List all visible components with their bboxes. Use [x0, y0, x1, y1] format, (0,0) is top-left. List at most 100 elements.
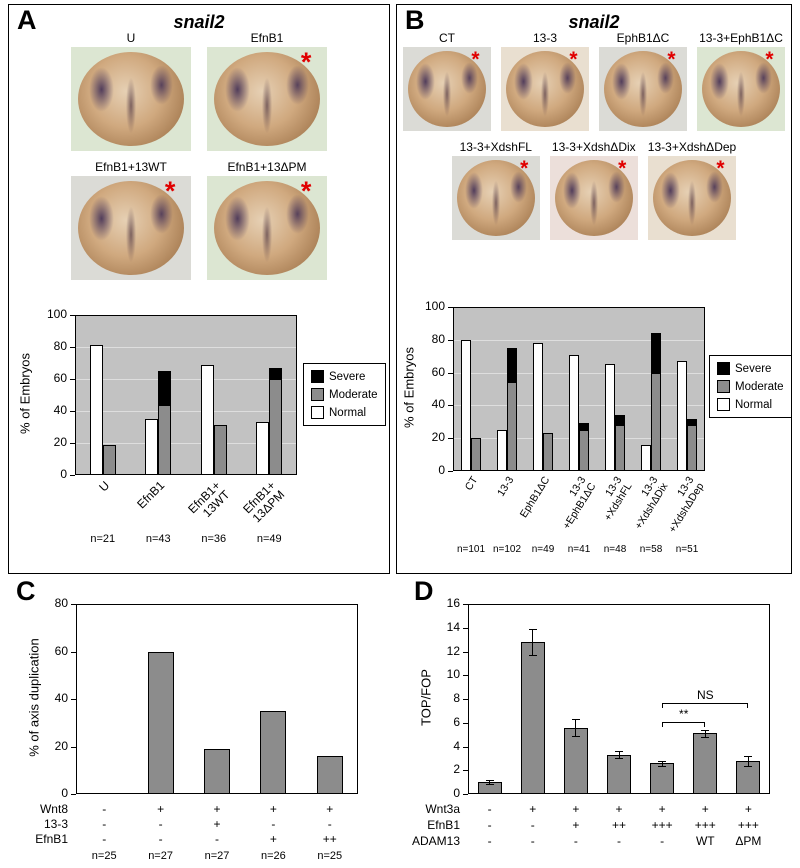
legend-label: Normal — [735, 398, 773, 411]
n-label: n=25 — [317, 850, 343, 862]
y-tick-label: 80 — [431, 331, 445, 346]
stain-left — [611, 63, 631, 100]
embryo — [554, 160, 633, 236]
stain-right — [286, 65, 310, 105]
table-cell: - — [214, 832, 219, 846]
y-tick-mark — [463, 746, 468, 748]
bar-moderate — [651, 372, 661, 471]
embryo-cell: U — [71, 31, 191, 151]
table-row-label: ADAM13 — [411, 834, 460, 848]
bar-moderate — [102, 444, 116, 475]
table-row-label: EfnB1 — [35, 832, 68, 846]
table-cell: ++ — [322, 832, 337, 846]
embryo — [506, 51, 584, 127]
embryo-cell: CT * — [403, 31, 491, 131]
y-tick-label: 20 — [53, 435, 67, 449]
stain-stripe — [125, 207, 137, 262]
y-tick-label: 2 — [453, 762, 460, 777]
bar — [607, 754, 631, 794]
bar — [650, 763, 675, 794]
asterisk-marker: * — [520, 156, 529, 180]
embryo — [702, 51, 780, 127]
significance-bracket — [662, 721, 706, 727]
error-bar-cap — [528, 655, 537, 657]
table-cell: + — [269, 802, 277, 816]
table-cell: ΔPM — [735, 834, 762, 848]
y-tick-mark — [448, 307, 453, 308]
error-bar-cap — [528, 628, 537, 630]
embryo-row: EfnB1+13WT * EfnB1+13ΔPM * — [9, 160, 389, 280]
table-row-label: 13-3 — [43, 817, 68, 831]
y-tick-label: 60 — [53, 371, 67, 385]
legend-swatch — [717, 362, 730, 375]
bar-severe — [158, 371, 172, 405]
embryo-label: EfnB1+13WT — [95, 160, 167, 174]
panel-d-label: D — [414, 576, 434, 606]
embryo-row: CT * 13-3 * EphB1ΔC * 13-3+EphB1ΔC * — [397, 31, 791, 131]
embryo-cell: EfnB1 * — [207, 31, 327, 151]
bar-normal — [145, 419, 159, 475]
bar — [204, 748, 230, 794]
table-cell: + — [326, 802, 334, 816]
error-bar — [618, 751, 620, 759]
n-label: n=51 — [675, 544, 699, 555]
stain-right — [509, 170, 527, 203]
bar-moderate — [269, 379, 283, 475]
bar-moderate — [471, 438, 481, 471]
embryo — [653, 160, 731, 236]
embryo-image: * — [451, 156, 540, 240]
embryo-label: U — [126, 31, 136, 45]
asterisk-marker: * — [471, 47, 480, 71]
table-row-label: Wnt8 — [39, 802, 68, 816]
panel-c-chart: 0 20 40 60 80% of axis duplication Wnt8- + + + +1… — [0, 596, 398, 868]
y-tick-label: 14 — [446, 619, 460, 634]
error-bar-cap — [701, 737, 710, 738]
table-cell: +++ — [737, 818, 759, 832]
n-label: n=26 — [260, 850, 286, 862]
legend-label: Moderate — [735, 380, 784, 393]
panel-b-label: B — [405, 5, 425, 35]
panel-b-title: snail2 — [568, 12, 620, 32]
legend-label: Moderate — [329, 388, 378, 401]
embryo-label: EphB1ΔC — [616, 31, 670, 45]
error-bar-cap — [658, 760, 667, 762]
y-tick-label: 40 — [54, 691, 68, 705]
bar — [563, 727, 588, 794]
embryo-image: * — [648, 156, 736, 240]
stain-stripe — [737, 72, 745, 117]
significance-label: NS — [696, 687, 714, 702]
error-bar — [575, 719, 577, 736]
n-label: n=27 — [148, 850, 173, 862]
n-label: n=102 — [492, 544, 522, 555]
embryo-cell: EfnB1+13ΔPM * — [207, 160, 327, 280]
table-cell: - — [530, 834, 535, 848]
panel-a-embryo-images: U EfnB1 * EfnB1+13WT * EfnB1+13ΔPM * — [9, 31, 389, 289]
stain-stripe — [589, 181, 598, 226]
embryo-label: 13-3+XdshFL — [459, 140, 532, 154]
y-tick-mark — [70, 411, 75, 412]
gridline — [76, 347, 296, 348]
legend-label: Severe — [329, 370, 366, 383]
embryo-label: 13-3+XdshΔDix — [551, 140, 636, 154]
y-axis-label: % of Embryos — [401, 347, 417, 428]
stain-left — [562, 172, 582, 209]
stain-stripe — [443, 72, 451, 117]
stain-left — [415, 63, 435, 100]
error-bar — [661, 760, 663, 766]
error-bar-cap — [744, 765, 753, 767]
bar-moderate — [543, 433, 553, 471]
y-tick-mark — [448, 339, 453, 341]
bar — [260, 710, 287, 794]
table-cell: +++ — [651, 818, 673, 832]
y-tick-mark — [448, 471, 453, 472]
gridline — [76, 443, 296, 444]
y-tick-label: 100 — [46, 307, 67, 321]
y-tick-label: 20 — [431, 430, 445, 445]
legend-item: Severe — [717, 362, 784, 375]
stain-stripe — [541, 72, 549, 117]
y-tick-label: 0 — [60, 467, 67, 481]
stain-stripe — [639, 72, 647, 117]
legend-label: Normal — [329, 406, 367, 419]
legend-label: Severe — [735, 362, 772, 375]
legend-item: Moderate — [311, 388, 378, 401]
